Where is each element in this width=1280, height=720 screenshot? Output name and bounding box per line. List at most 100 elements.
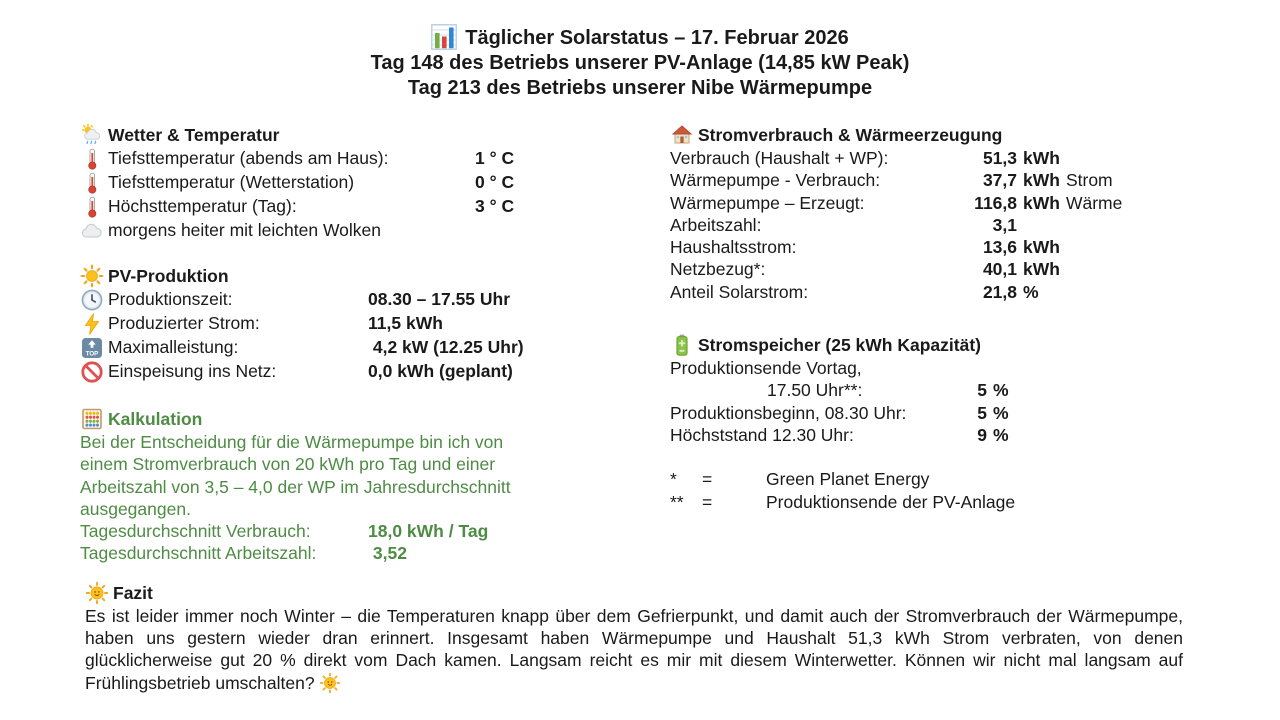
report-title: Täglicher Solarstatus – 17. Februar 2026…	[0, 24, 1280, 101]
storage-number: 5	[977, 402, 987, 423]
consumption-number: 21,8	[982, 281, 1017, 302]
pv-row: Produzierter Strom: 11,5 kWh	[80, 312, 670, 336]
storage-header-row: Stromspeicher (25 kWh Kapazität)	[670, 333, 1200, 357]
consumption-number: 3,1	[992, 214, 1017, 235]
section-kalkulation: Kalkulation Bei der Entscheidung für die…	[80, 407, 670, 565]
consumption-unit: %	[1023, 281, 1039, 302]
thermometer-icon	[80, 195, 104, 219]
storage-number	[955, 357, 987, 379]
footnote-equals: =	[702, 469, 713, 490]
fazit-header-row: Fazit	[85, 581, 1280, 605]
consumption-suffix	[1060, 148, 1066, 168]
consumption-row: Netzbezug*: 40,1 kWh	[670, 258, 1200, 280]
consumption-suffix	[1060, 237, 1066, 257]
consumption-label: Wärmepumpe – Erzeugt:	[670, 192, 865, 213]
section-pv-production: PV-Produktion Produktionszeit: 08.30 – 1…	[80, 264, 670, 384]
weather-value	[475, 219, 670, 243]
kalkulation-header: Kalkulation	[108, 408, 203, 429]
weather-value: 1 ° C	[475, 148, 515, 168]
weather-label: Höchsttemperatur (Tag):	[108, 196, 297, 216]
weather-row: Tiefsttemperatur (abends am Haus): 1 ° C	[80, 147, 670, 171]
footnotes: * = Green Planet Energy ** = Produktions…	[670, 468, 1200, 513]
pv-value: 08.30 – 17.55 Uhr	[368, 289, 511, 309]
storage-row: Höchststand 12.30 Uhr: 9 %	[670, 424, 1200, 446]
battery-icon	[670, 333, 694, 357]
consumption-suffix	[1023, 215, 1029, 235]
consumption-label: Arbeitszahl:	[670, 214, 762, 235]
thermometer-icon	[80, 147, 104, 171]
kalkulation-label: Tagesdurchschnitt Arbeitszahl:	[80, 543, 317, 564]
left-column: Wetter & Temperatur Tiefsttemperatur (ab…	[80, 123, 670, 565]
consumption-row: Wärmepumpe – Erzeugt: 116,8 kWh Wärme	[670, 192, 1200, 214]
title-line-2: Tag 148 des Betriebs unserer PV-Anlage (…	[370, 52, 910, 74]
top-arrow-icon: TOP	[80, 336, 104, 360]
kalkulation-row: Tagesdurchschnitt Arbeitszahl: 3,52	[80, 542, 670, 564]
consumption-label: Wärmepumpe - Verbrauch:	[670, 170, 881, 191]
prohibited-icon	[80, 360, 104, 384]
kalkulation-value: 3,52	[368, 543, 407, 564]
pv-value: 11,5 kWh	[368, 313, 443, 333]
consumption-unit: kWh	[1023, 192, 1060, 213]
kalkulation-label: Tagesdurchschnitt Verbrauch:	[80, 521, 311, 542]
storage-row: Produktionsbeginn, 08.30 Uhr: 5 %	[670, 402, 1200, 424]
footnote-text: Produktionsende der PV-Anlage	[766, 491, 1016, 512]
bar-chart-icon	[431, 24, 458, 50]
kalkulation-value: 18,0 kWh / Tag	[368, 521, 489, 542]
consumption-suffix	[1039, 282, 1045, 302]
fazit-header: Fazit	[113, 582, 153, 603]
pv-label: Einspeisung ins Netz:	[108, 361, 277, 381]
section-storage: Stromspeicher (25 kWh Kapazität) Produkt…	[670, 333, 1200, 446]
consumption-unit-group: kWh	[1017, 258, 1200, 280]
right-column: Stromverbrauch & Wärmeerzeugung Verbrauc…	[670, 123, 1200, 565]
storage-number: 5	[977, 380, 987, 401]
svg-text:TOP: TOP	[86, 351, 99, 358]
abacus-icon	[80, 407, 104, 431]
clock-icon	[80, 288, 104, 312]
lightning-icon	[80, 312, 104, 336]
consumption-label: Haushaltsstrom:	[670, 237, 797, 258]
section-consumption: Stromverbrauch & Wärmeerzeugung Verbrauc…	[670, 123, 1200, 303]
kalkulation-paragraph: Bei der Entscheidung für die Wärmepumpe …	[80, 432, 511, 519]
pv-label: Produktionszeit:	[108, 289, 233, 309]
storage-unit	[987, 357, 1200, 379]
pv-label: Maximalleistung:	[108, 337, 239, 357]
consumption-unit-group	[1017, 214, 1200, 236]
footnote-text: Green Planet Energy	[766, 469, 930, 490]
pv-label: Produzierter Strom:	[108, 313, 260, 333]
weather-row: Höchsttemperatur (Tag): 3 ° C	[80, 195, 670, 219]
weather-header-row: Wetter & Temperatur	[80, 123, 670, 147]
consumption-unit: kWh	[1023, 170, 1060, 191]
storage-row: Produktionsende Vortag,	[670, 357, 1200, 379]
sun-behind-rain-cloud-icon	[80, 123, 104, 147]
consumption-suffix: Wärme	[1065, 192, 1123, 213]
storage-header: Stromspeicher (25 kWh Kapazität)	[698, 334, 981, 355]
storage-number: 9	[977, 424, 987, 445]
cloud-icon	[80, 219, 104, 243]
pv-header-row: PV-Produktion	[80, 264, 670, 288]
consumption-suffix: Strom	[1065, 170, 1113, 191]
storage-label-continued: 17.50 Uhr**:	[767, 380, 863, 401]
storage-unit: %	[993, 380, 1009, 401]
consumption-row: Haushaltsstrom: 13,6 kWh	[670, 236, 1200, 258]
content-columns: Wetter & Temperatur Tiefsttemperatur (ab…	[0, 123, 1280, 565]
pv-row: TOP Maximalleistung: 4,2 kW (12.25 Uhr)	[80, 336, 670, 360]
section-fazit: Fazit Es ist leider immer noch Winter – …	[0, 581, 1280, 694]
consumption-header: Stromverbrauch & Wärmeerzeugung	[698, 124, 1003, 145]
consumption-unit-group: kWh Wärme	[1017, 192, 1200, 214]
house-icon	[670, 123, 694, 147]
storage-row: 17.50 Uhr**: 5 %	[670, 379, 1200, 401]
thermometer-icon	[80, 171, 104, 195]
consumption-number: 37,7	[982, 170, 1017, 191]
pv-row: Produktionszeit: 08.30 – 17.55 Uhr	[80, 288, 670, 312]
storage-unit: %	[993, 424, 1009, 445]
storage-label: Produktionsbeginn, 08.30 Uhr:	[670, 402, 907, 423]
consumption-label: Netzbezug*:	[670, 259, 766, 280]
weather-label: Tiefsttemperatur (abends am Haus):	[108, 148, 389, 168]
consumption-label: Verbrauch (Haushalt + WP):	[670, 148, 889, 168]
title-line-3: Tag 213 des Betriebs unserer Nibe Wärmep…	[407, 77, 873, 99]
kalkulation-header-row: Kalkulation	[80, 407, 670, 431]
consumption-unit: kWh	[1023, 259, 1060, 280]
footnote-symbol: *	[670, 469, 677, 490]
consumption-row: Verbrauch (Haushalt + WP): 51,3 kWh	[670, 147, 1200, 169]
weather-label: morgens heiter mit leichten Wolken	[108, 220, 381, 240]
